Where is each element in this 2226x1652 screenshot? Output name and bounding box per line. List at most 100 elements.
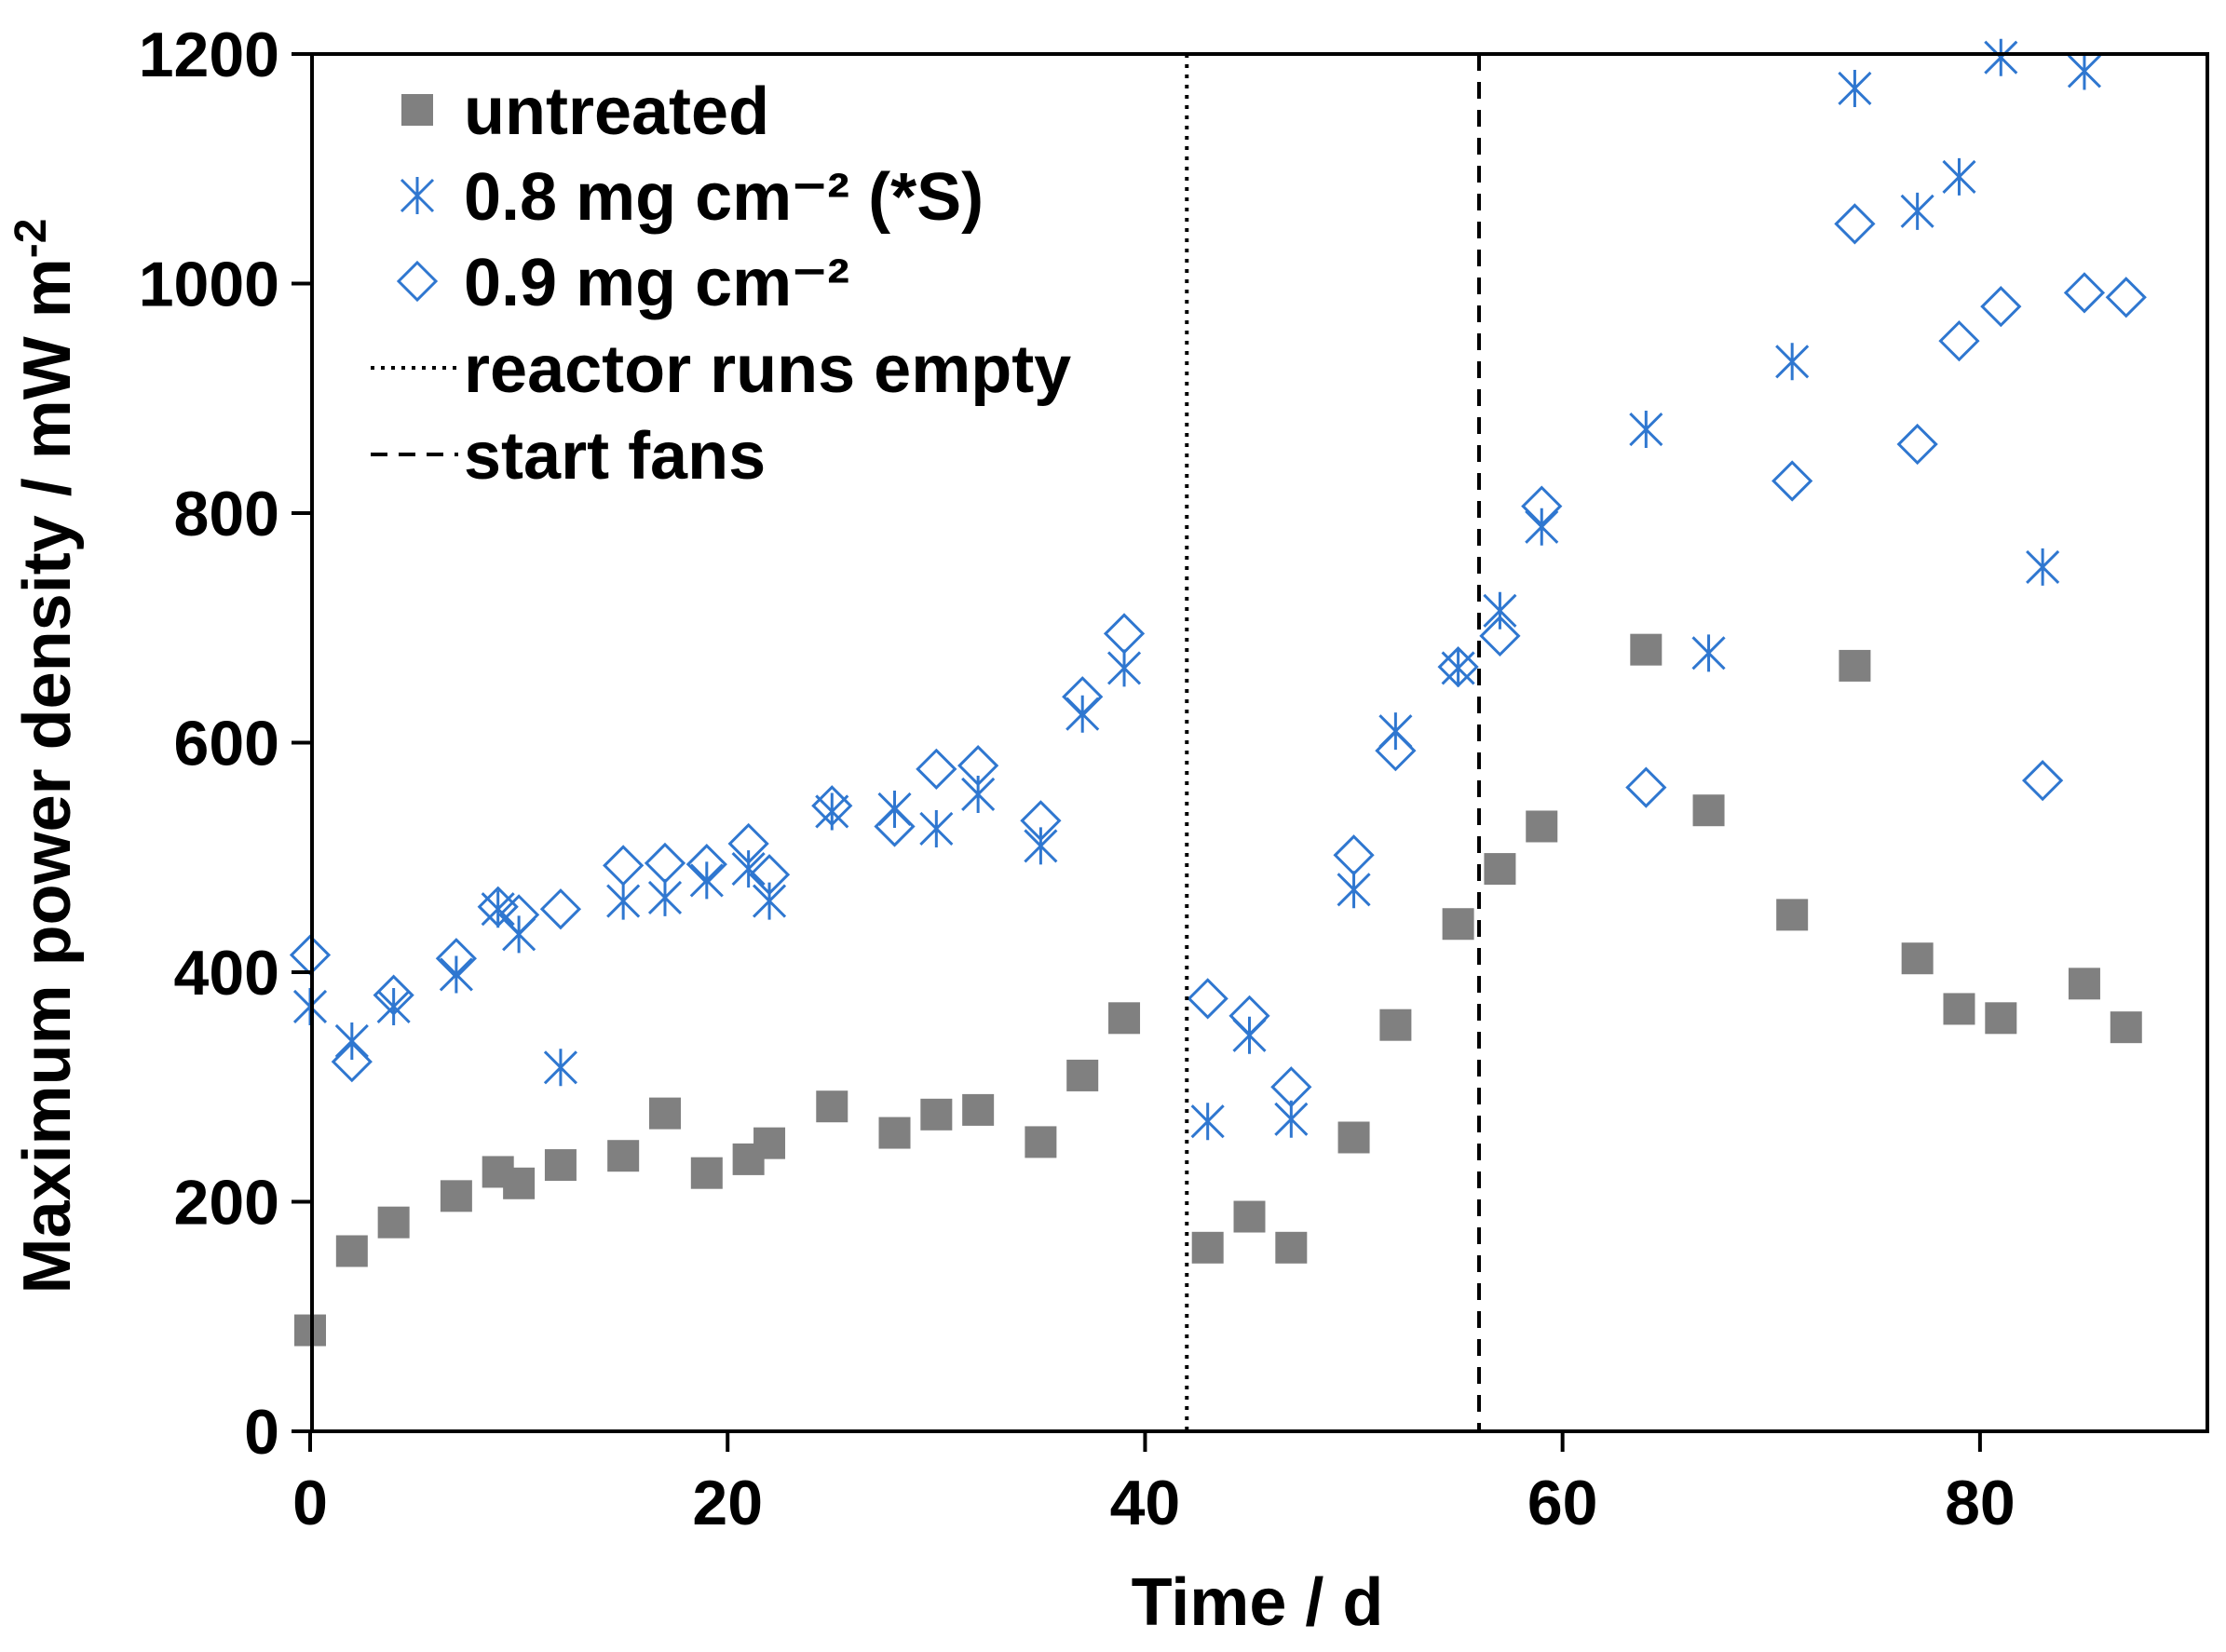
asterisk-strokes: [2026, 548, 2060, 586]
asterisk-point: [1106, 649, 1142, 687]
asterisk-strokes: [1942, 157, 1976, 196]
diamond-point: [1771, 460, 1813, 502]
diamond-point: [1270, 1066, 1312, 1108]
y-tick-label: 1000: [139, 250, 279, 320]
asterisk-point: [2067, 52, 2102, 90]
asterisk-point: [606, 882, 641, 920]
untreated-point: [544, 1149, 577, 1182]
legend-marker-square: [401, 94, 433, 126]
asterisk-point: [334, 1022, 369, 1060]
x-tick-label: 0: [292, 1468, 328, 1538]
asterisk-strokes: [1525, 508, 1559, 546]
reference-lines: [1185, 54, 1482, 1431]
untreated-point: [335, 1235, 368, 1267]
asterisk-strokes: [543, 1049, 577, 1087]
diamond-point: [1333, 834, 1375, 876]
diamond-point: [1834, 203, 1876, 245]
legend-label: untreated: [464, 74, 769, 149]
asterisk-strokes: [731, 850, 766, 888]
asterisk-strokes: [1441, 649, 1475, 687]
asterisk-strokes: [1900, 192, 1934, 230]
diamond-point: [1437, 646, 1479, 688]
asterisk-point: [1984, 38, 2018, 76]
diamond-point: [1521, 485, 1563, 527]
diamond-point: [603, 845, 645, 887]
asterisk-point: [1483, 591, 1517, 630]
asterisk-strokes: [1483, 591, 1517, 630]
asterisk-point: [731, 850, 766, 888]
untreated-point: [1275, 1231, 1308, 1264]
asterisk-point: [376, 987, 411, 1025]
diamond-point: [1228, 995, 1270, 1036]
diamond-point: [1938, 320, 1980, 362]
asterisk-strokes: [1838, 69, 1872, 107]
untreated-point: [1025, 1126, 1057, 1158]
axis-ticks: 0 200 400 600 800 1000 1200 0 20 40 60 80: [139, 20, 2016, 1538]
asterisk-strokes: [439, 955, 473, 994]
untreated-point: [1943, 993, 1975, 1025]
asterisk-point: [1838, 69, 1872, 107]
asterisk-strokes: [647, 878, 683, 916]
diamond-point: [2063, 272, 2106, 314]
diamond-point: [1187, 978, 1228, 1020]
y-tick-label: 200: [174, 1168, 279, 1239]
diamond-point: [2105, 277, 2147, 318]
untreated-point: [1985, 1002, 2017, 1035]
untreated-point: [1630, 633, 1663, 666]
asterisk-point: [1441, 649, 1475, 687]
diamond-point: [1896, 423, 1938, 466]
diamond-point: [727, 822, 769, 865]
y-tick-label: 0: [244, 1397, 279, 1468]
untreated-point: [1337, 1121, 1370, 1154]
legend-marker-asterisk: [400, 177, 435, 214]
untreated-point: [1776, 899, 1809, 931]
diamond-point: [644, 842, 686, 885]
y-axis-title: Maximum power density / mW m-2: [7, 219, 85, 1294]
asterisk-point: [1691, 634, 1726, 672]
untreated-point: [1442, 908, 1474, 941]
untreated-point: [2068, 968, 2100, 1000]
untreated-point: [1066, 1059, 1099, 1091]
diamond-point: [435, 938, 477, 980]
asterisk-point: [1900, 192, 1934, 230]
untreated-point: [440, 1180, 472, 1212]
asterisk-point: [1024, 827, 1058, 865]
untreated-point: [607, 1140, 640, 1172]
diamond-point: [748, 854, 791, 896]
untreated-point: [1191, 1231, 1224, 1264]
y-axis-title-main: Maximum power density / mW m: [10, 258, 85, 1293]
asterisk-strokes: [752, 882, 787, 920]
diamond-point: [811, 785, 853, 827]
y-tick-label: 1200: [139, 20, 279, 90]
untreated-point: [1901, 942, 1934, 975]
untreated-point: [1692, 794, 1725, 827]
asterisk-point: [752, 882, 787, 920]
diamond-point: [1375, 730, 1417, 772]
y-tick-label: 400: [174, 938, 279, 1009]
asterisk-strokes: [1106, 649, 1142, 687]
diamond-point: [2021, 760, 2064, 802]
diamond-point: [685, 844, 727, 886]
y-axis-title-superscript: -2: [7, 219, 56, 259]
untreated-point: [377, 1206, 410, 1239]
asterisk-point: [1337, 871, 1371, 909]
series-diamond: [289, 203, 2147, 1108]
asterisk-strokes: [1691, 634, 1726, 672]
untreated-point: [816, 1090, 848, 1123]
asterisk-point: [961, 775, 996, 813]
diamond-point: [477, 886, 519, 928]
series-square: [294, 633, 2142, 1347]
y-tick-label: 600: [174, 709, 279, 779]
asterisk-strokes: [334, 1022, 369, 1060]
data-marks: [289, 38, 2147, 1347]
legend-label: reactor runs empty: [464, 332, 1071, 407]
asterisk-strokes: [919, 809, 954, 847]
asterisk-point: [1775, 343, 1810, 381]
untreated-point: [690, 1157, 723, 1189]
legend-label: 0.9 mg cm⁻²: [464, 246, 849, 320]
diamond-point: [331, 1041, 373, 1083]
asterisk-strokes: [1629, 411, 1663, 449]
diamond-point: [1479, 615, 1521, 657]
asterisk-point: [1629, 411, 1663, 449]
